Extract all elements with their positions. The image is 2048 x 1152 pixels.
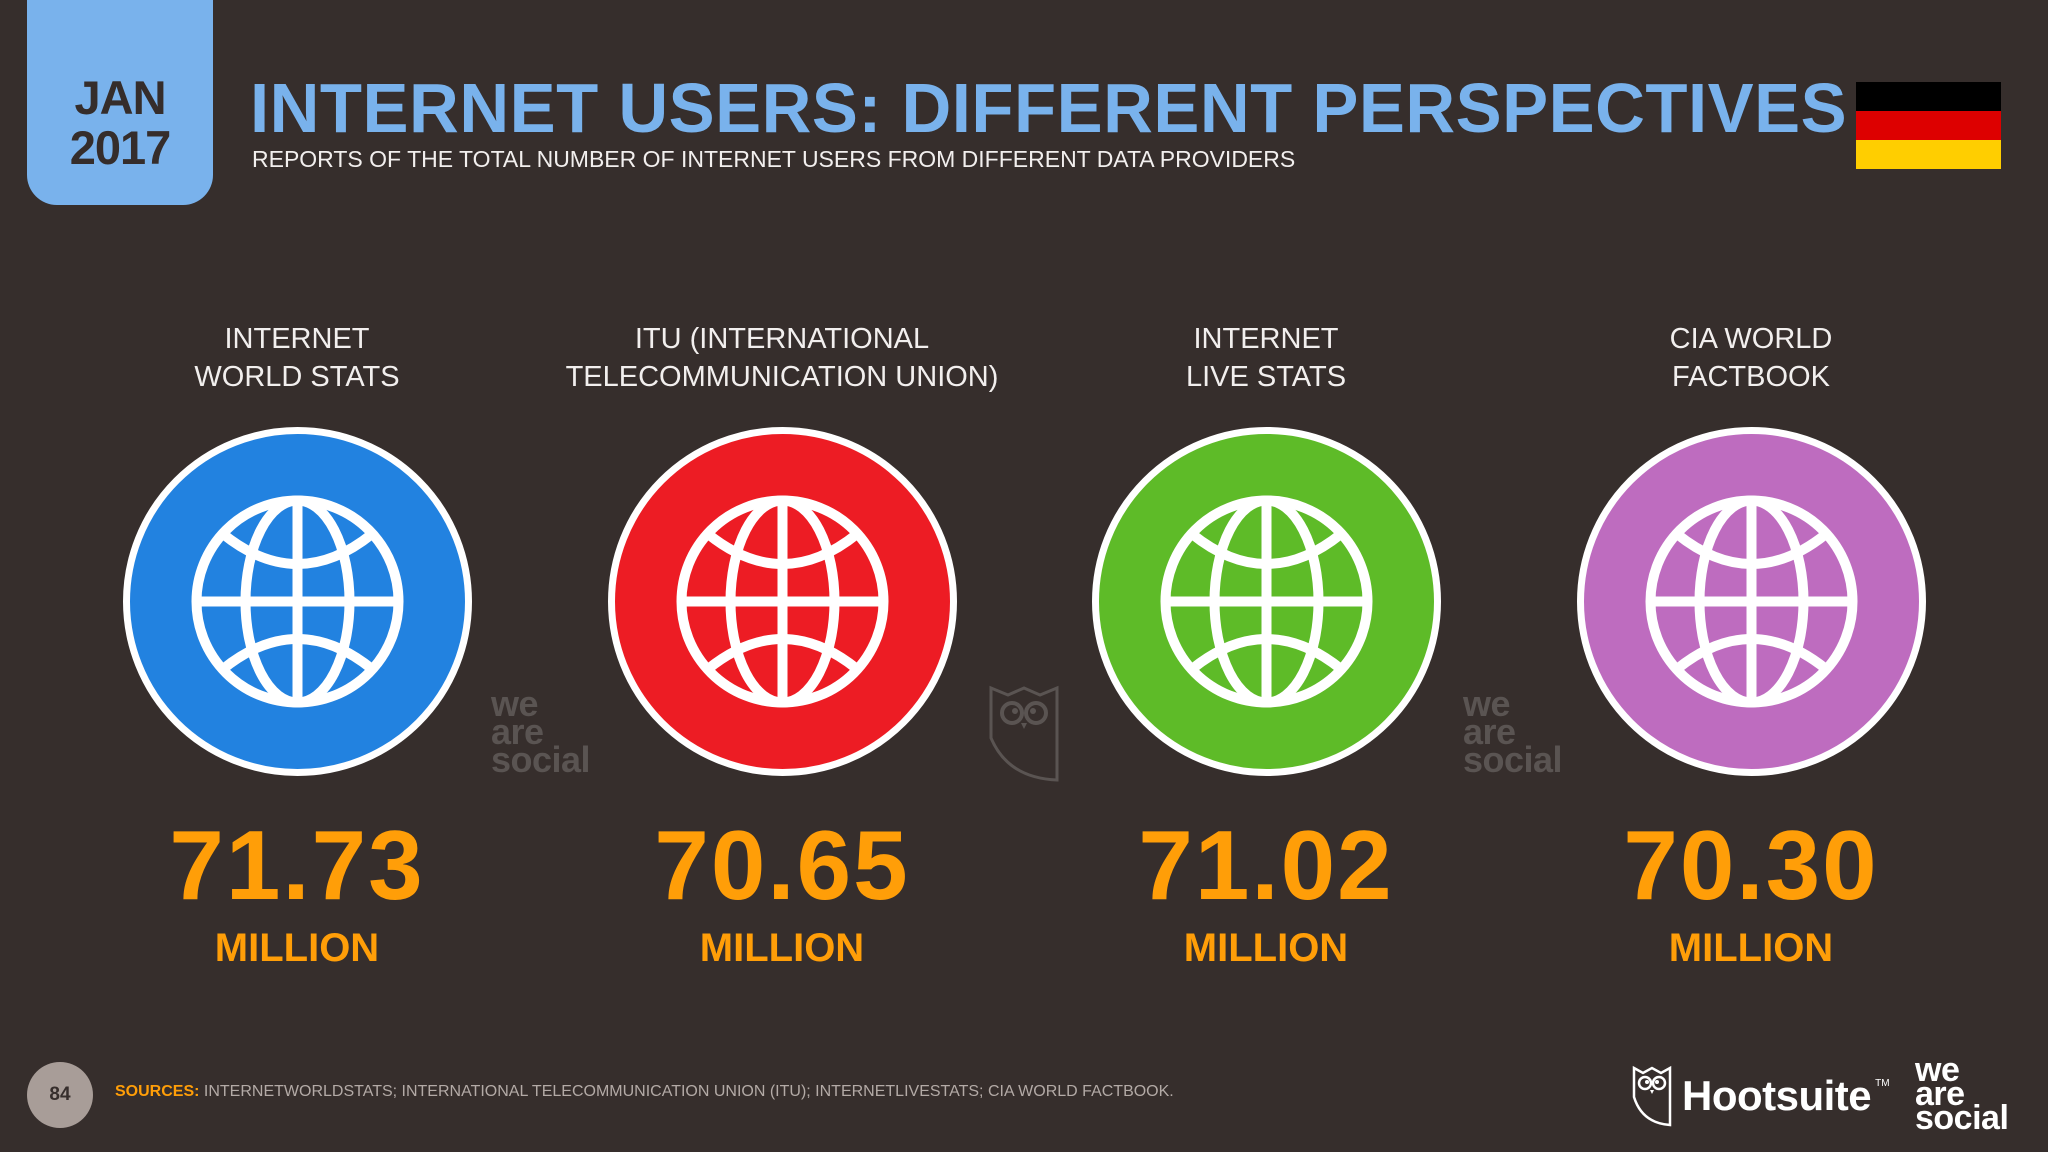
hootsuite-wordmark: Hootsuite <box>1682 1072 1872 1119</box>
logo-are: are <box>1915 1075 1965 1113</box>
provider-circle <box>123 427 472 776</box>
provider-itu: ITU (INTERNATIONAL TELECOMMUNICATION UNI… <box>542 0 1022 1000</box>
provider-label-line2: FACTBOOK <box>1672 361 1830 393</box>
trademark-mark: TM <box>1875 1078 1890 1089</box>
germany-flag-icon <box>1856 82 2001 169</box>
provider-label-line1: INTERNET <box>224 323 370 355</box>
provider-label: ITU (INTERNATIONAL TELECOMMUNICATION UNI… <box>542 320 1022 396</box>
provider-label: INTERNET LIVE STATS <box>1026 320 1506 396</box>
provider-label-line2: TELECOMMUNICATION UNION) <box>565 361 999 393</box>
hootsuite-owl-icon <box>1632 1065 1672 1127</box>
user-count-unit: MILLION <box>214 926 380 970</box>
globe-icon <box>1644 494 1859 709</box>
page-number: 84 <box>27 1062 93 1128</box>
watermark-are: are <box>1463 711 1516 752</box>
hootsuite-logo: Hootsuite TM <box>1632 1064 1890 1128</box>
provider-label: INTERNET WORLD STATS <box>57 320 537 396</box>
provider-internet-live-stats: INTERNET LIVE STATS 71.02 MILLION <box>1026 0 1506 1000</box>
provider-label-line1: CIA WORLD <box>1669 323 1833 355</box>
user-count-unit: MILLION <box>1668 926 1834 970</box>
provider-label-line1: INTERNET <box>1193 323 1339 355</box>
flag-stripe-gold <box>1856 140 2001 169</box>
provider-circle <box>608 427 957 776</box>
user-count-value: 70.30 <box>1623 810 1879 920</box>
we-are-social-watermark: we are social <box>491 683 591 780</box>
we-are-social-logo: we are social <box>1915 1051 2009 1137</box>
flag-stripe-red <box>1856 111 2001 140</box>
provider-label: CIA WORLD FACTBOOK <box>1511 320 1991 396</box>
watermark-we: we <box>491 683 539 724</box>
watermark-social: social <box>491 739 591 780</box>
globe-icon <box>675 494 890 709</box>
provider-label-line2: LIVE STATS <box>1185 361 1347 393</box>
watermark-are: are <box>491 711 544 752</box>
page-title: INTERNET USERS: DIFFERENT PERSPECTIVES <box>250 69 1848 147</box>
we-are-social-watermark: we are social <box>1463 683 1563 780</box>
provider-circle <box>1577 427 1926 776</box>
user-count-value: 71.73 <box>169 810 425 920</box>
sources-label: SOURCES: <box>115 1083 200 1100</box>
provider-label-line2: WORLD STATS <box>194 361 400 393</box>
sources-text: INTERNETWORLDSTATS; INTERNATIONAL TELECO… <box>199 1083 1174 1100</box>
user-count-unit: MILLION <box>699 926 865 970</box>
flag-stripe-black <box>1856 82 2001 111</box>
logo-we: we <box>1915 1051 1960 1089</box>
provider-label-line1: ITU (INTERNATIONAL <box>634 323 930 355</box>
provider-internet-world-stats: INTERNET WORLD STATS 71.73 MILLION <box>57 0 537 1000</box>
date-badge: JAN 2017 <box>27 0 213 205</box>
page-subtitle: REPORTS OF THE TOTAL NUMBER OF INTERNET … <box>252 146 1296 172</box>
date-month: JAN <box>74 71 166 124</box>
watermark-we: we <box>1463 683 1511 724</box>
logo-social: social <box>1915 1099 2009 1137</box>
provider-cia-world-factbook: CIA WORLD FACTBOOK 70.30 MILLION <box>1511 0 1991 1000</box>
globe-icon <box>190 494 405 709</box>
user-count-value: 70.65 <box>654 810 910 920</box>
provider-circle <box>1092 427 1441 776</box>
watermark-social: social <box>1463 739 1563 780</box>
user-count-value: 71.02 <box>1138 810 1394 920</box>
globe-icon <box>1159 494 1374 709</box>
user-count-unit: MILLION <box>1183 926 1349 970</box>
hootsuite-owl-watermark-icon <box>989 685 1059 782</box>
sources-note: SOURCES: INTERNETWORLDSTATS; INTERNATION… <box>115 1082 1174 1102</box>
date-year: 2017 <box>69 121 172 174</box>
